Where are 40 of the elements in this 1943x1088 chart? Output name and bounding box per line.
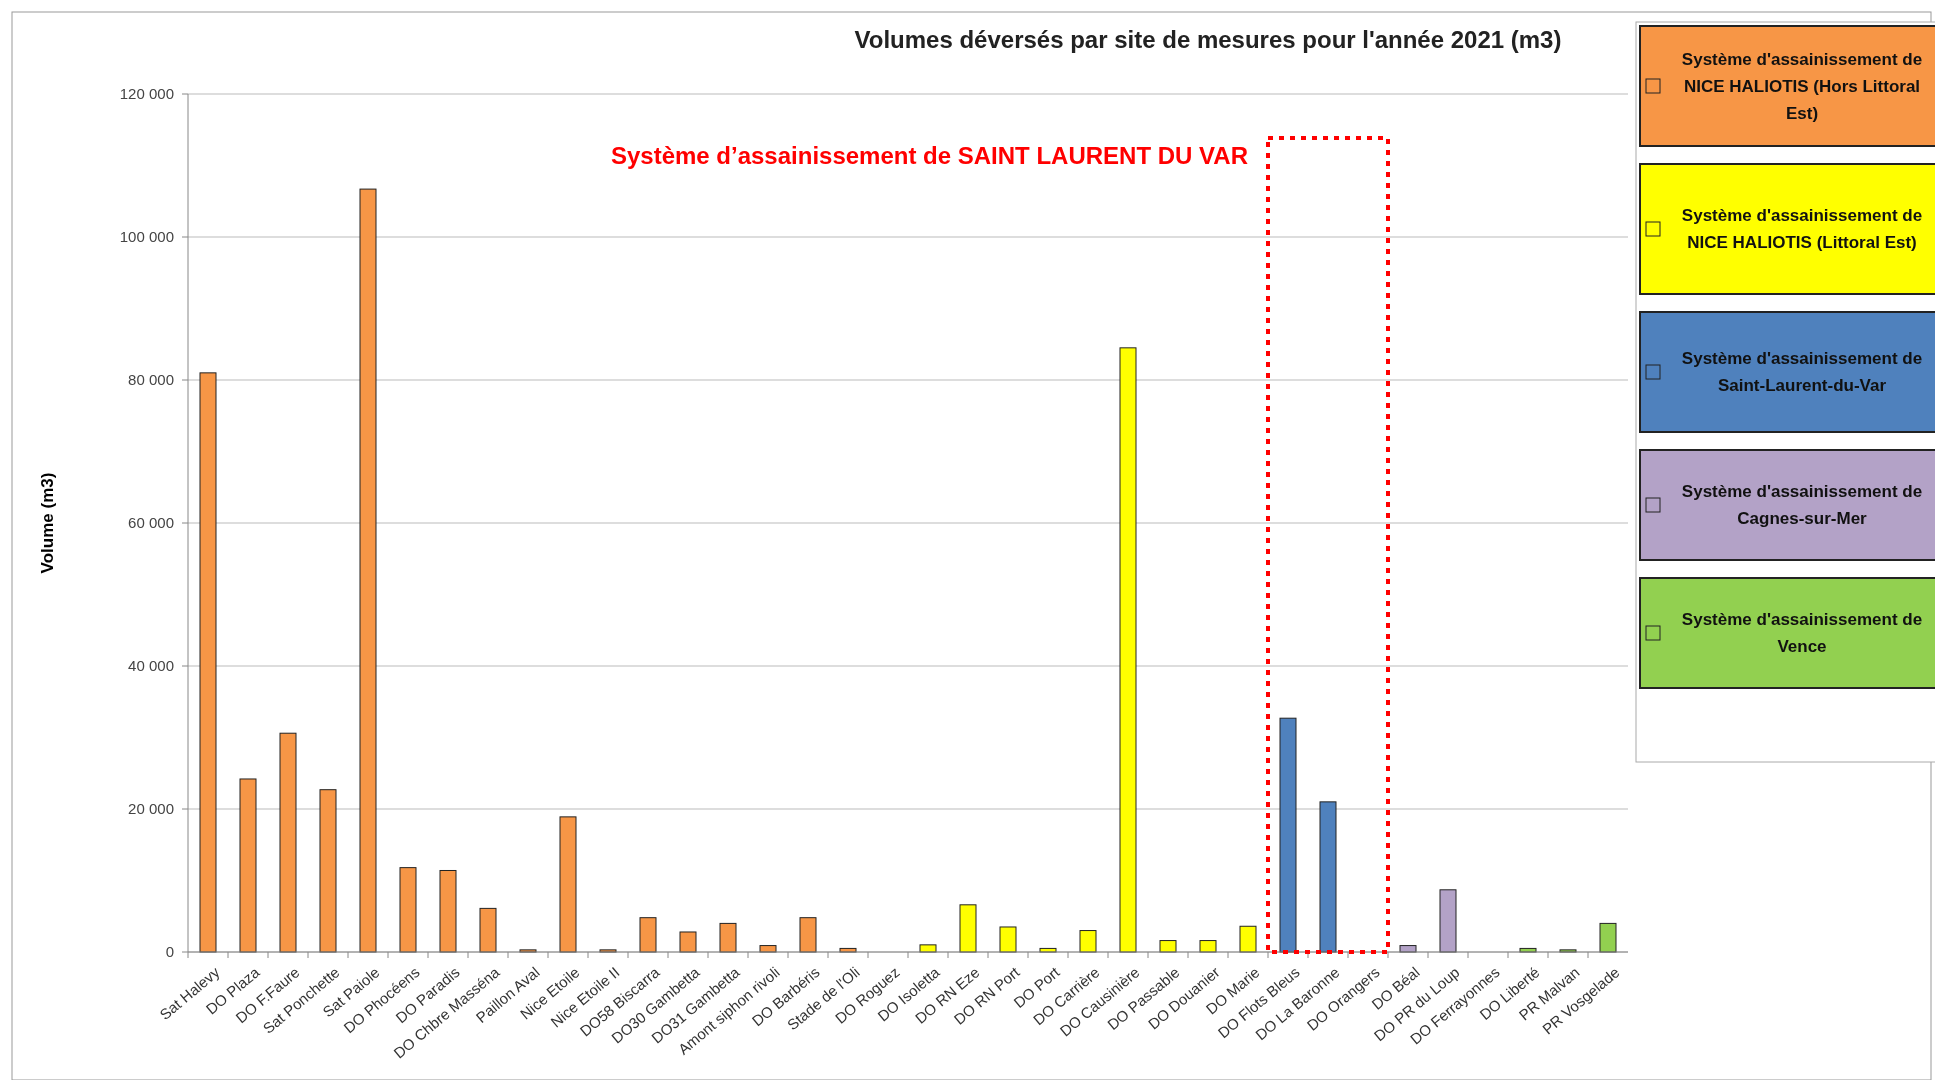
bar [1119,347,1137,953]
bar [919,944,937,953]
bar [1279,717,1297,953]
bar [319,789,337,953]
bar [999,926,1017,953]
legend-label: Système d'assainissement de NICE HALIOTIS (Littoral Est) [1681,206,1923,253]
bar [679,931,697,953]
y-tick-label: 60 000 [128,514,174,532]
bar [359,188,377,953]
annotation: Système d’assainissement de SAINT LAURENT DU VAR [610,142,1248,169]
y-axis-title: Volume (m3) [38,472,57,574]
legend-label: Système d'assainissement de Saint-Laurent-du-Var [1681,349,1923,396]
legend-label: Système d'assainissement de Vence [1681,610,1923,657]
bar [959,904,977,953]
bar [559,816,577,953]
y-tick-label: 120 000 [119,85,174,103]
bar [1079,930,1097,953]
y-tick-label: 40 000 [128,657,174,675]
bar [1599,922,1617,953]
y-tick-label: 20 000 [128,800,174,818]
bar [1439,889,1457,953]
y-tick-label: 80 000 [128,371,174,389]
bar [719,922,737,953]
bar [439,869,457,953]
legend-label: Système d'assainissement de NICE HALIOTIS (Hors Littoral Est) [1681,49,1923,123]
bar [399,867,417,953]
y-tick-label: 100 000 [119,228,174,246]
chart-title: Volumes déversés par site de mesures pour l'année 2021 (m3) [854,26,1562,53]
bar [799,917,817,953]
bar [279,732,297,953]
y-tick-label: 0 [165,943,174,961]
bar [1199,940,1217,953]
bar [1159,940,1177,953]
bar [479,907,497,953]
bar [199,372,217,953]
bar [1239,925,1257,953]
bar [639,917,657,953]
legend-label: Système d'assainissement de Cagnes-sur-Mer [1681,482,1923,529]
bar [1319,801,1337,953]
bar [239,778,257,953]
